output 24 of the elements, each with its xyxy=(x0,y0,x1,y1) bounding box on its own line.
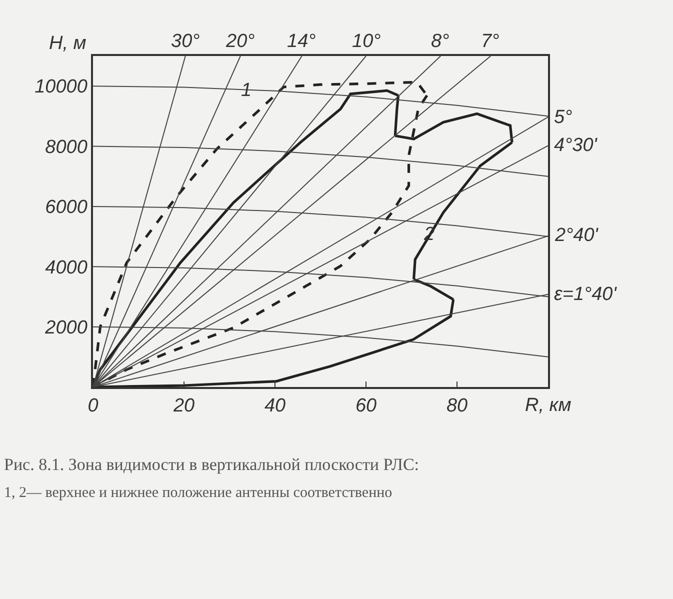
series-label: 7° xyxy=(481,31,500,52)
y-tick-label: 2000 xyxy=(44,317,88,338)
series-label: 5° xyxy=(554,107,573,128)
series-label: 10° xyxy=(352,31,382,52)
series-label: 20° xyxy=(225,31,256,52)
text: 1, 2— верхнее и нижнее положение антенны соответственно xyxy=(4,485,392,501)
text: Рис. 8.1. Зона видимости в вертикальной плоскости РЛС: xyxy=(4,455,420,474)
y-tick-label: 10000 xyxy=(34,76,88,98)
y-axis-title: H, м xyxy=(49,33,86,54)
y-tick-label: 4000 xyxy=(45,257,88,278)
x-tick-label: 60 xyxy=(355,396,377,417)
x-tick-label: 20 xyxy=(172,396,195,417)
series-label: 14° xyxy=(287,31,316,52)
x-tick-label: 40 xyxy=(264,396,286,417)
y-tick-label: 8000 xyxy=(45,136,88,158)
series-label: ε=1°40' xyxy=(554,284,618,305)
series-label: 8° xyxy=(431,31,450,52)
series-label: 30° xyxy=(171,31,200,52)
y-tick-label: 6000 xyxy=(45,197,88,218)
x-tick-label: 0 xyxy=(88,396,99,417)
series-label: 4°30' xyxy=(554,135,598,156)
series-label: 2°40' xyxy=(554,225,600,246)
x-tick-label: 80 xyxy=(446,396,468,417)
x-axis-title: R, км xyxy=(525,395,572,416)
